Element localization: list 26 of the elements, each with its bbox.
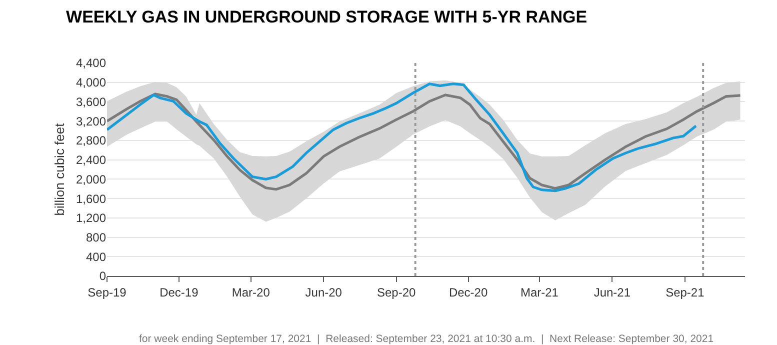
y-tick-label: 1,200 — [76, 211, 106, 226]
y-tick-label: 3,600 — [76, 94, 106, 109]
text: for week ending September 17, 2021 | Released: September 23, 2021 at 10:30 a.m. | Next Release: September 30, 2021 — [139, 333, 714, 345]
x-tick-label: Jun-21 — [594, 285, 631, 300]
line-series — [107, 92, 742, 191]
y-tick-label: 4,400 — [76, 56, 106, 70]
x-tick-label: Dec-20 — [448, 285, 488, 300]
x-tick-label: Dec-19 — [160, 285, 199, 300]
y-tick-label: 4,000 — [76, 76, 106, 90]
x-tick-label: Mar-21 — [520, 285, 559, 300]
x-tick-label: Sep-19 — [88, 285, 127, 300]
y-tick-label: 0 — [99, 269, 106, 284]
y-tick-label: 400 — [86, 250, 106, 264]
line-series — [107, 82, 698, 192]
y-tick-label: 2,000 — [76, 172, 106, 186]
x-tick-label: Mar-20 — [232, 285, 270, 300]
y-tick-label: 800 — [86, 230, 106, 244]
y-axis-title: billion cubic feet — [52, 122, 67, 216]
y-tick-label: 2,800 — [76, 134, 106, 148]
chart-title: WEEKLY GAS IN UNDERGROUND STORAGE WITH 5-YR RANGE — [66, 7, 588, 26]
x-tick-label: Sep-21 — [666, 285, 705, 300]
x-tick-label: Sep-20 — [377, 285, 416, 300]
y-tick-label: 2,400 — [76, 153, 106, 168]
x-tick-label: Jun-20 — [305, 285, 342, 300]
y-tick-label: 1,600 — [76, 192, 106, 206]
y-tick-label: 3,200 — [76, 114, 106, 128]
